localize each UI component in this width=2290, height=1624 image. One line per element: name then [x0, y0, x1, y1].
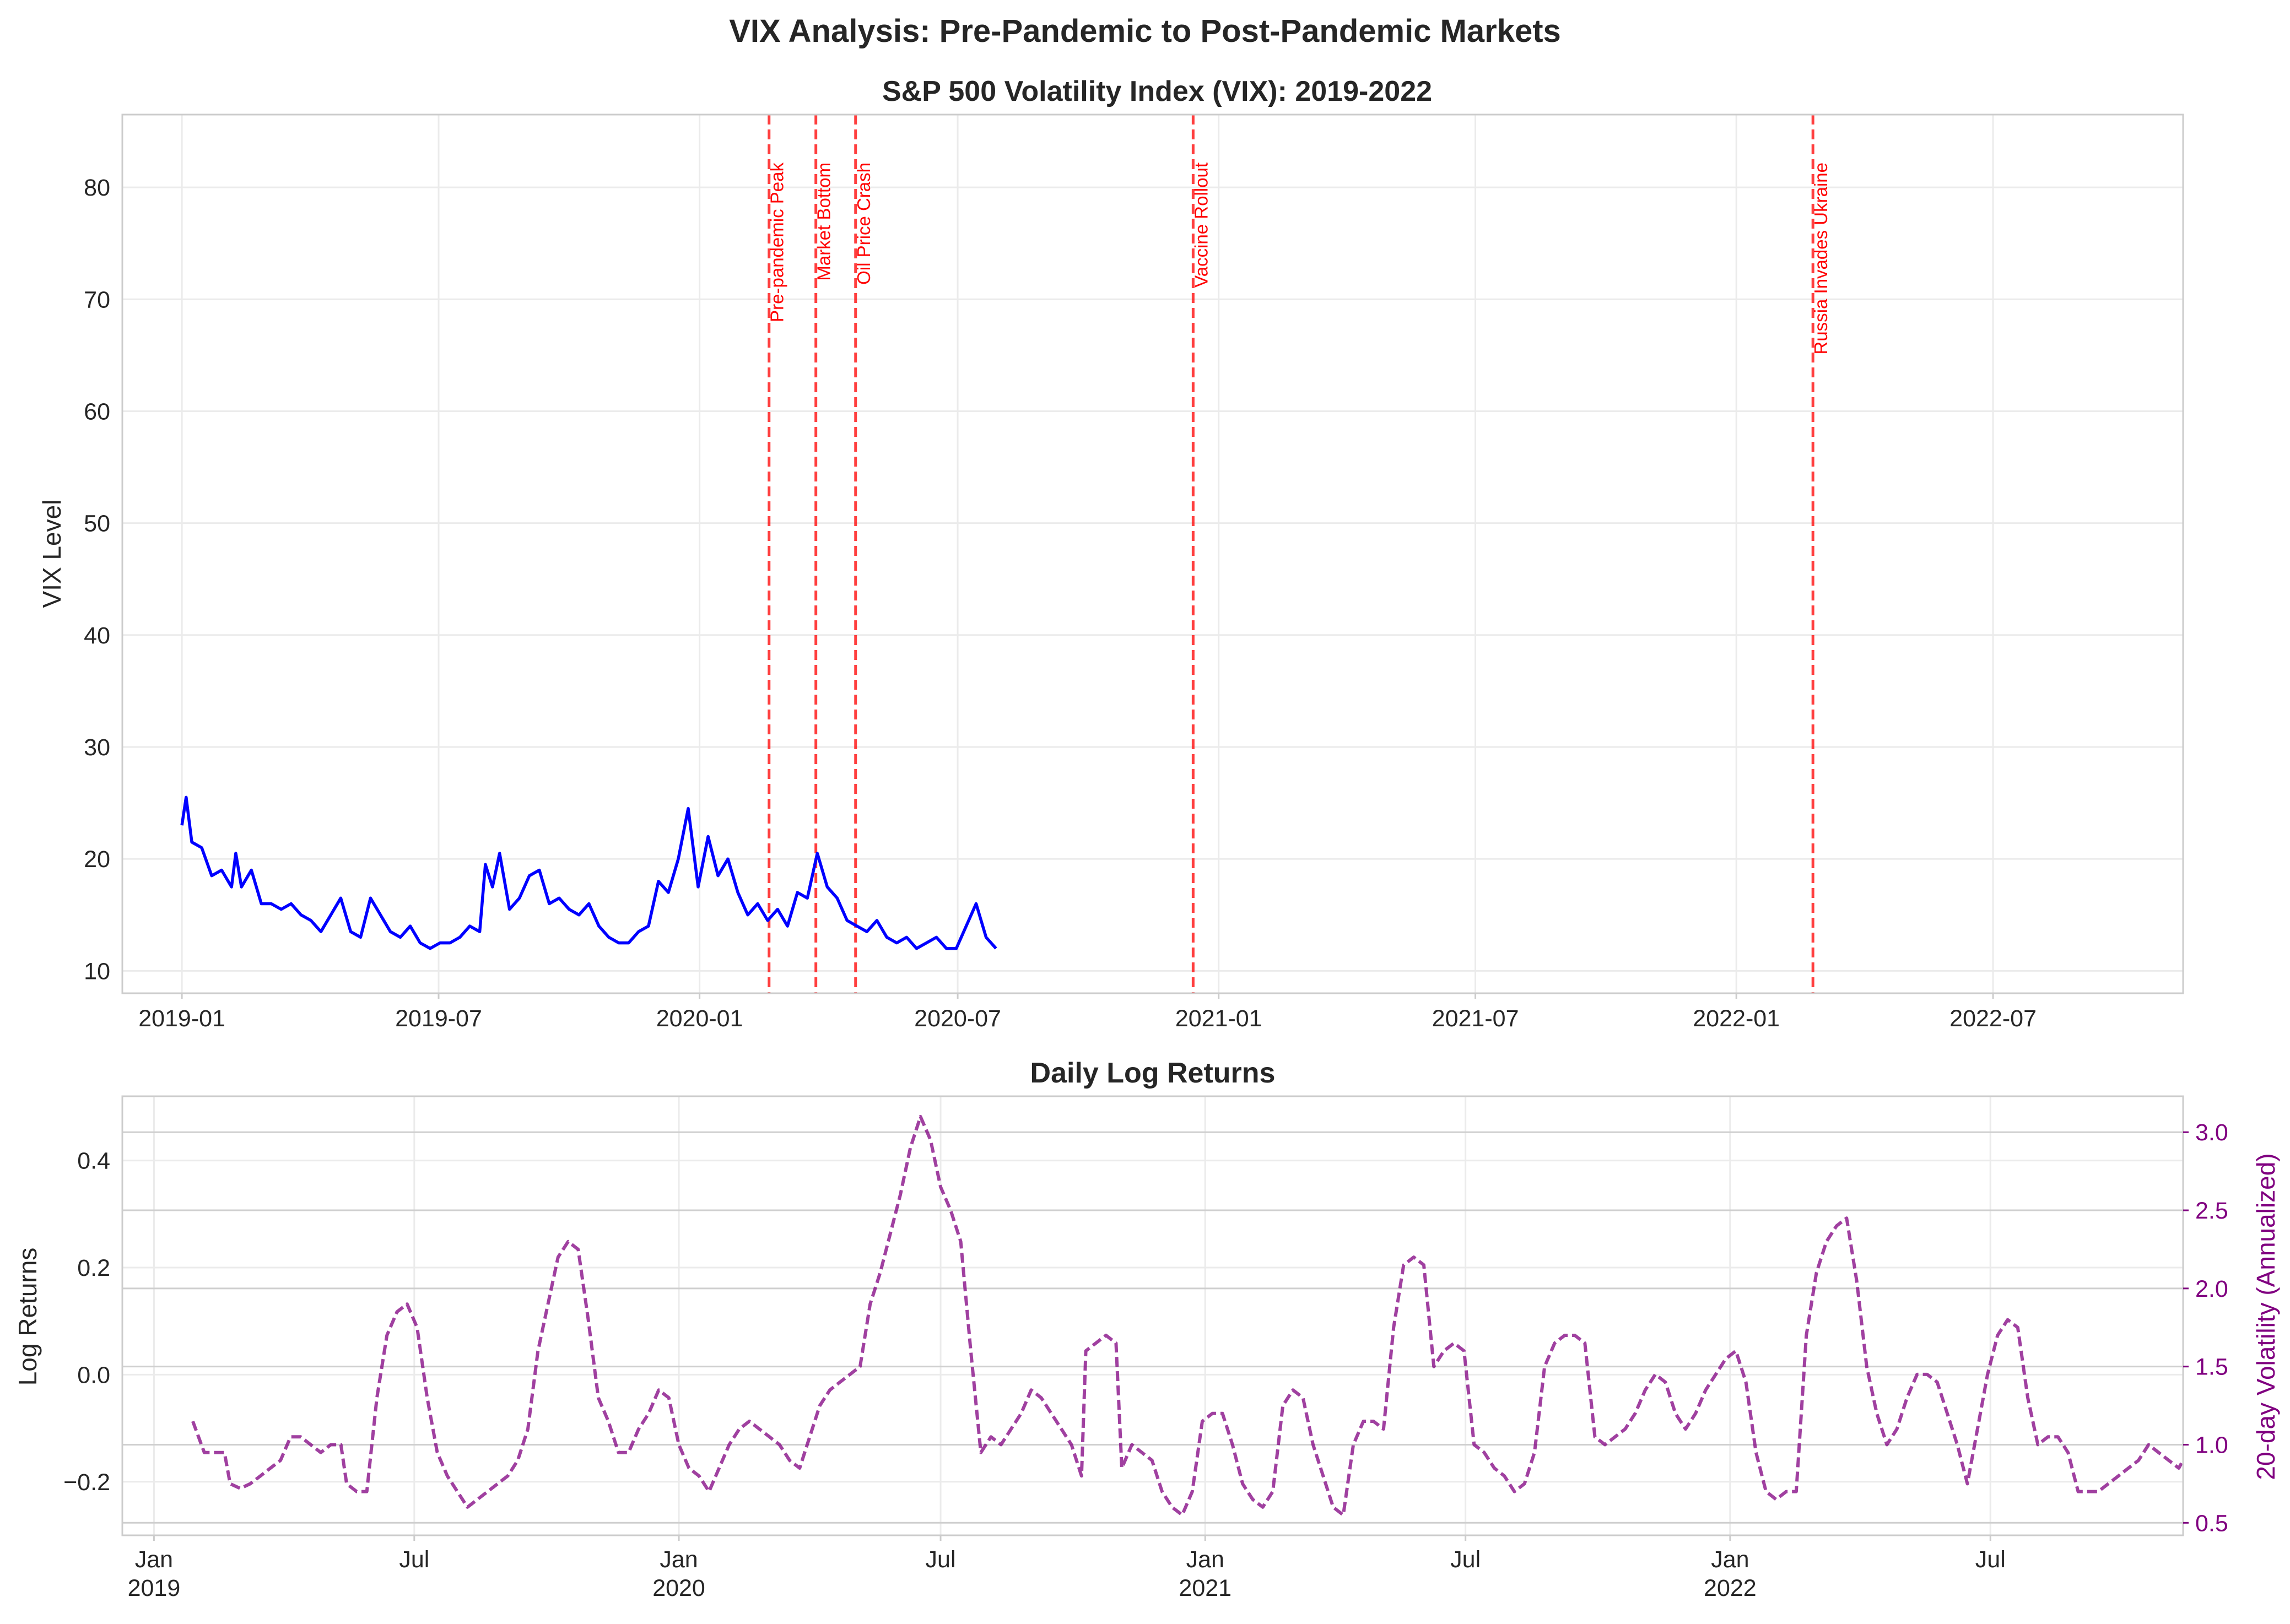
- returns-x-tick-label: Jul: [1450, 1546, 1481, 1573]
- vix-grid: [122, 115, 2183, 993]
- returns-x-tick-year: 2020: [652, 1575, 705, 1601]
- vix-x-tick-label: 2021-07: [1432, 1005, 1519, 1032]
- vix-event-markers: Pre-pandemic Peak Market Bottom Oil Price …: [767, 115, 1831, 993]
- vix-x-tick-label: 2019-01: [138, 1005, 225, 1032]
- vix-x-tick-label: 2019-07: [395, 1005, 482, 1032]
- returns-y-ticks: 0.4 0.2 0.0 −0.2: [63, 1148, 110, 1496]
- vix-series-line: [180, 795, 997, 950]
- returns-x-tick-label: Jan: [1711, 1546, 1749, 1573]
- vix-y-ticks: 10 20 30 40 50 60 70 80: [84, 175, 110, 984]
- volatility-y-ticks: 3.0 2.5 2.0 1.5 1.0 0.5: [2183, 1119, 2228, 1536]
- vix-y-tick-label: 10: [84, 958, 110, 984]
- returns-plot-frame: [121, 1095, 2184, 1536]
- event-marker-label: Oil Price Crash: [854, 163, 874, 285]
- returns-x-tick-label: Jul: [926, 1546, 956, 1573]
- returns-grid: [122, 1096, 2183, 1535]
- vix-y-tick-label: 30: [84, 734, 110, 761]
- vix-x-tick-label: 2020-01: [656, 1005, 743, 1032]
- vix-panel: S&P 500 Volatility Index (VIX): 2019-202…: [37, 75, 2184, 1032]
- event-marker-label: Russia Invades Ukraine: [1811, 163, 1831, 355]
- volatility-series-line: [191, 1114, 2185, 1517]
- volatility-y-tick-label: 2.0: [2195, 1276, 2228, 1302]
- vix-plot-frame: [121, 113, 2184, 994]
- volatility-y-tick-label: 3.0: [2195, 1119, 2228, 1146]
- vix-panel-title: S&P 500 Volatility Index (VIX): 2019-202…: [882, 75, 1432, 107]
- volatility-y-tick-label: 2.5: [2195, 1198, 2228, 1224]
- vix-x-tick-label: 2021-01: [1175, 1005, 1262, 1032]
- returns-x-tick-label: Jul: [399, 1546, 429, 1573]
- returns-x-tick-year: 2022: [1704, 1575, 1757, 1601]
- returns-x-tick-label: Jan: [1186, 1546, 1224, 1573]
- returns-y-tick-label: 0.0: [77, 1362, 110, 1388]
- returns-x-tick-label: Jan: [135, 1546, 173, 1573]
- volatility-y-tick-label: 1.0: [2195, 1432, 2228, 1458]
- vix-x-tick-label: 2022-01: [1693, 1005, 1780, 1032]
- volatility-y-tick-label: 0.5: [2195, 1510, 2228, 1536]
- returns-y-tick-label: −0.2: [63, 1469, 110, 1496]
- event-marker-label: Market Bottom: [814, 163, 834, 281]
- returns-y-tick-label: 0.4: [77, 1148, 110, 1174]
- vix-y-axis-label: VIX Level: [37, 500, 66, 608]
- volatility-y-tick-label: 1.5: [2195, 1354, 2228, 1381]
- vix-y-tick-label: 70: [84, 286, 110, 313]
- vix-x-tick-label: 2022-07: [1949, 1005, 2037, 1032]
- event-marker-label: Pre-pandemic Peak: [767, 163, 787, 322]
- vix-y-tick-label: 60: [84, 398, 110, 425]
- returns-x-tick-year: 2019: [128, 1575, 181, 1601]
- vix-x-tick-label: 2020-07: [914, 1005, 1001, 1032]
- vix-y-tick-label: 40: [84, 622, 110, 649]
- returns-y-axis-label: Log Returns: [13, 1248, 42, 1386]
- returns-y-tick-label: 0.2: [77, 1255, 110, 1281]
- returns-panel-title: Daily Log Returns: [1030, 1057, 1276, 1089]
- returns-x-tick-label: Jul: [1975, 1546, 2006, 1573]
- figure-title: VIX Analysis: Pre-Pandemic to Post-Pande…: [729, 13, 1561, 49]
- vix-y-tick-label: 50: [84, 511, 110, 537]
- vix-y-tick-label: 80: [84, 175, 110, 201]
- event-marker-label: Vaccine Rollout: [1191, 163, 1211, 288]
- returns-x-tick-year: 2021: [1179, 1575, 1232, 1601]
- volatility-y-axis-label: 20-day Volatility (Annualized): [2251, 1153, 2280, 1480]
- vix-y-tick-label: 20: [84, 846, 110, 873]
- returns-x-tick-label: Jan: [660, 1546, 698, 1573]
- vix-x-ticks: 2019-01 2019-07 2020-01 2020-07 2021-01 2021-…: [138, 993, 2037, 1032]
